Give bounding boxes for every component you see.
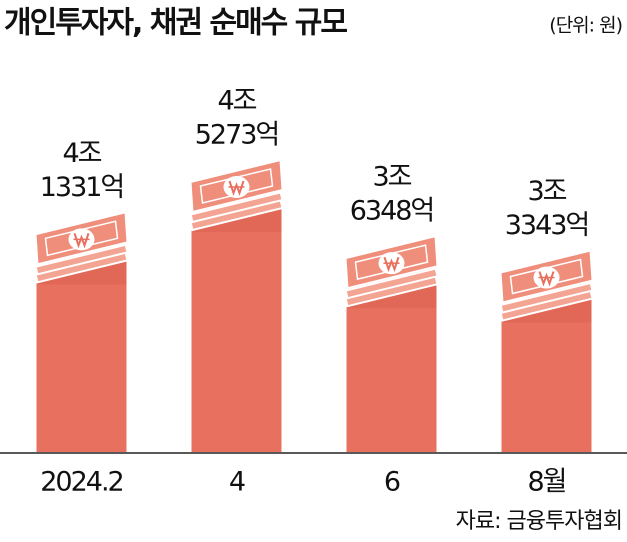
value-label: 1331억 [40, 172, 124, 203]
bar [36, 254, 127, 452]
bar [191, 202, 282, 452]
value-label: 4조 [217, 86, 256, 117]
value-label: 5273억 [195, 120, 279, 151]
money-stack [34, 211, 129, 284]
value-label: 4조 [62, 138, 101, 169]
money-stack [499, 249, 594, 322]
won-sign [383, 256, 400, 273]
chart-title: 개인투자자, 채권 순매수 규모 [4, 6, 347, 41]
value-label: 6348억 [350, 196, 434, 227]
won-sign [228, 180, 245, 196]
value-label: 3조 [527, 176, 566, 207]
won-sign [538, 271, 555, 287]
x-tick-label: 4 [229, 467, 245, 498]
value-label: 3343억 [505, 210, 589, 241]
x-tick-label: 8월 [527, 467, 565, 498]
x-tick-label: 2024.2 [40, 467, 122, 498]
bill-inner [509, 258, 584, 295]
unit-note: (단위: 원) [549, 15, 622, 37]
bill-inner [199, 168, 274, 204]
bill-inner [44, 220, 119, 257]
won-sign [73, 233, 90, 249]
money-stack [344, 234, 439, 308]
money-stack [189, 158, 284, 232]
source-note: 자료: 금융투자협회 [456, 509, 622, 534]
x-tick-label: 6 [384, 467, 400, 498]
value-label: 3조 [372, 162, 411, 193]
bill-inner [354, 244, 429, 281]
